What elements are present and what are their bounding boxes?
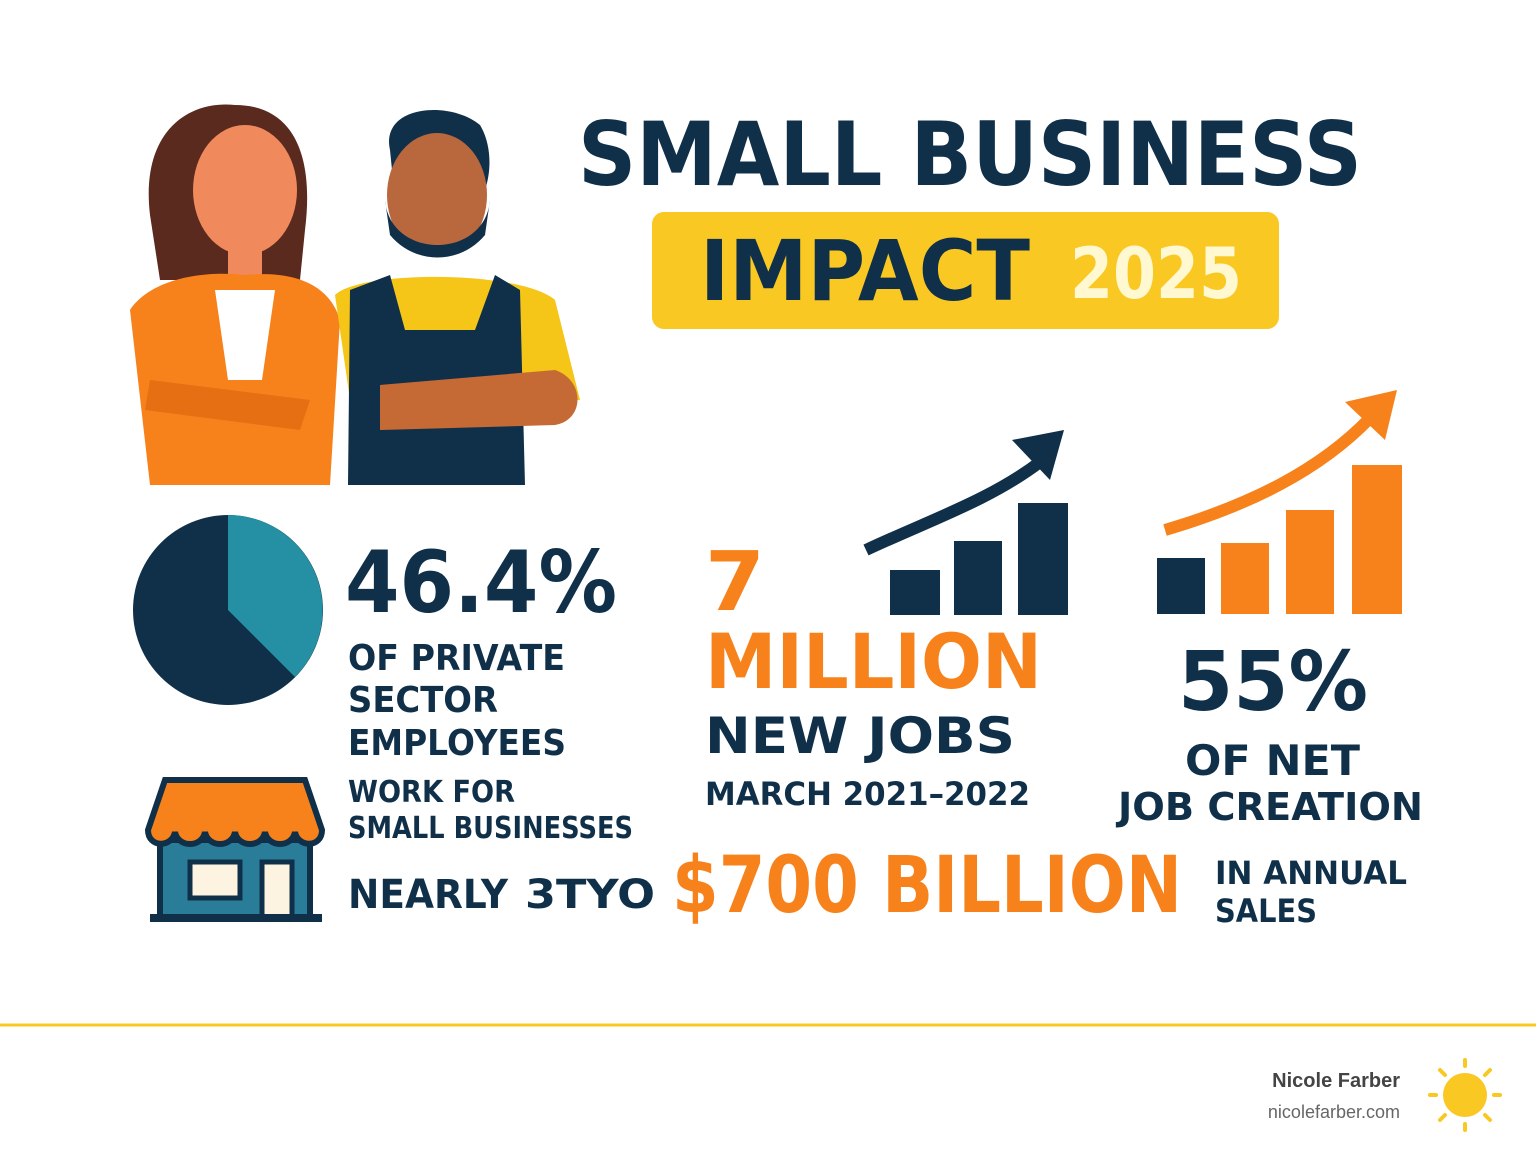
stat-value: 46.4% <box>345 533 617 633</box>
stat-text: JOB CREATION <box>1115 785 1423 829</box>
stat-text: NEARLY <box>348 872 509 918</box>
growth-icon <box>1157 390 1402 614</box>
stat-text: SMALL BUSINESSES <box>348 811 633 846</box>
growth-icon <box>863 430 1068 615</box>
sun-logo <box>1428 1058 1502 1132</box>
stat-text: SECTOR <box>348 680 498 721</box>
title-line2: IMPACT <box>700 222 1030 320</box>
footer-author: Nicole Farber <box>1272 1070 1400 1092</box>
stat-value: 55% <box>1178 635 1368 730</box>
stat-text: WORK FOR <box>348 775 515 810</box>
title-highlight <box>652 212 1279 329</box>
stat-text: IN ANNUAL <box>1215 854 1407 892</box>
stat-text: SALES <box>1215 892 1317 930</box>
people-illustration <box>130 104 580 485</box>
stat-text: OF NET <box>1185 736 1360 785</box>
stat-text: EMPLOYEES <box>348 723 566 764</box>
title-line1: SMALL BUSINESS <box>578 103 1362 206</box>
title-year: 2025 <box>1070 233 1242 315</box>
footer-website: nicolefarber.com <box>1268 1102 1400 1122</box>
store-icon <box>144 777 326 922</box>
pie-icon <box>133 515 323 705</box>
stat-text: NEW JOBS <box>705 707 1015 765</box>
stat-value: 7 <box>705 535 765 630</box>
stat-value: MILLION <box>705 617 1042 706</box>
stat-value: $700 BILLION <box>672 841 1182 931</box>
stat-text: MARCH 2021–2022 <box>705 775 1030 813</box>
stat-text: OF PRIVATE <box>348 638 565 679</box>
stat-text: 3TYO <box>525 872 655 918</box>
